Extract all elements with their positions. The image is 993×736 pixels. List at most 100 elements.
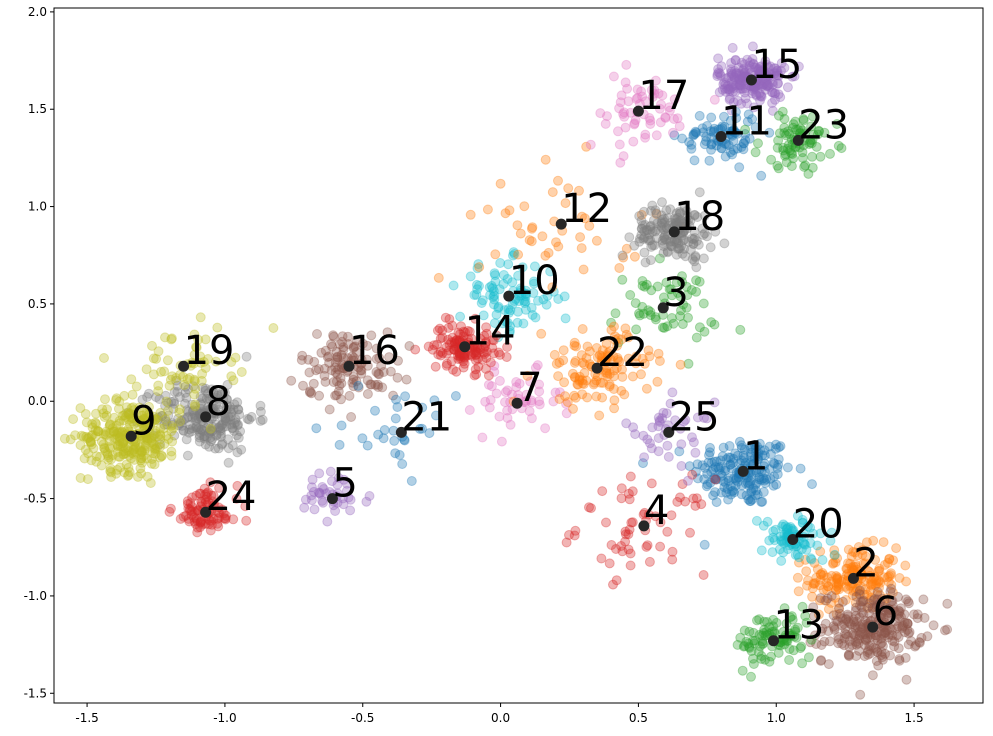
data-point [792, 572, 803, 583]
data-point [816, 626, 827, 637]
data-point [627, 517, 638, 528]
data-point [886, 579, 897, 590]
data-point [448, 280, 459, 291]
data-point [199, 433, 210, 444]
data-point [752, 453, 763, 464]
data-point [831, 615, 842, 626]
data-point [863, 601, 874, 612]
data-point [298, 380, 308, 391]
data-point [756, 474, 767, 485]
data-point [560, 313, 571, 324]
data-point [711, 497, 722, 508]
data-point [611, 575, 622, 586]
data-point [841, 614, 852, 625]
data-point [619, 389, 630, 400]
data-point [216, 389, 227, 400]
data-point [851, 602, 862, 613]
data-point [840, 623, 851, 634]
data-point [756, 466, 767, 477]
data-point [834, 634, 844, 645]
data-point [856, 568, 867, 579]
data-point [210, 443, 221, 454]
data-point [427, 344, 438, 355]
data-point [773, 459, 784, 470]
data-point [898, 620, 909, 631]
data-point [511, 377, 522, 387]
data-point [833, 579, 844, 590]
data-point [645, 438, 655, 449]
data-point [822, 593, 833, 604]
data-point [736, 455, 747, 466]
data-point [465, 209, 476, 220]
data-point [569, 530, 580, 541]
data-point [161, 416, 172, 427]
data-point [772, 469, 783, 480]
data-point [794, 557, 804, 568]
data-point [115, 462, 126, 473]
data-point [232, 447, 243, 458]
data-point [174, 407, 185, 418]
data-point [745, 451, 756, 462]
y-tick-label: 2.0 [28, 5, 47, 19]
data-point [721, 487, 732, 498]
data-point [831, 578, 842, 589]
data-point [876, 647, 887, 657]
data-point [728, 457, 739, 468]
data-point [745, 496, 756, 507]
data-point [901, 594, 912, 605]
data-point [803, 652, 814, 663]
data-point [844, 651, 855, 662]
data-point [653, 433, 664, 444]
data-point [314, 468, 325, 479]
data-point [169, 398, 180, 409]
data-point [437, 332, 448, 343]
data-point [675, 311, 686, 322]
data-point [68, 414, 79, 425]
data-point [213, 404, 224, 415]
data-point [675, 492, 685, 503]
data-point [694, 322, 705, 333]
data-point [854, 645, 865, 656]
data-point [214, 421, 225, 432]
data-point [869, 571, 880, 582]
data-point [753, 454, 764, 465]
data-point [725, 459, 736, 470]
data-point [717, 451, 728, 462]
data-point [837, 596, 848, 607]
data-point [216, 420, 227, 431]
data-point [313, 487, 324, 498]
x-tick-label: -1.5 [75, 711, 98, 725]
data-point [880, 603, 891, 613]
data-point [851, 651, 862, 661]
data-point [880, 617, 891, 628]
data-point [885, 650, 895, 661]
data-point [870, 612, 881, 623]
data-point [809, 579, 820, 589]
data-point [692, 473, 703, 484]
data-point [818, 584, 829, 595]
data-point [893, 609, 904, 620]
data-point [751, 447, 761, 458]
data-point [829, 545, 840, 556]
data-point [392, 372, 403, 383]
data-point [755, 445, 766, 455]
data-point [308, 378, 319, 389]
data-point [114, 396, 125, 407]
data-point [190, 415, 201, 426]
data-point [306, 490, 317, 501]
data-point [851, 586, 861, 597]
x-tick-label: 0.5 [629, 711, 648, 725]
data-point [832, 573, 843, 584]
data-point [495, 258, 506, 268]
data-point [855, 689, 866, 700]
data-point [739, 625, 750, 636]
data-point [850, 559, 861, 570]
data-point [550, 387, 561, 398]
data-point [667, 554, 678, 565]
data-point [857, 607, 868, 618]
data-point [850, 622, 861, 633]
data-point [132, 417, 142, 427]
data-point [653, 446, 664, 457]
data-point [837, 638, 847, 649]
data-point [839, 633, 850, 644]
